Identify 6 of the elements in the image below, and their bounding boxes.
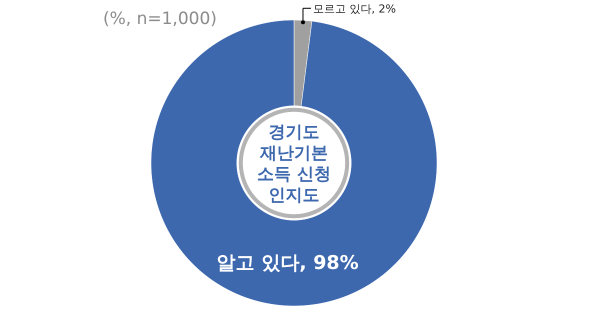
value: , 2% bbox=[371, 2, 396, 16]
category: 모르고 있다 bbox=[312, 2, 372, 16]
category: 알고 있다 bbox=[216, 252, 300, 274]
value: , 98% bbox=[299, 252, 359, 274]
text: 경기도 재난기본 소득 신청 인지도 bbox=[257, 122, 331, 206]
text: (%, n=1,000) bbox=[103, 9, 217, 29]
